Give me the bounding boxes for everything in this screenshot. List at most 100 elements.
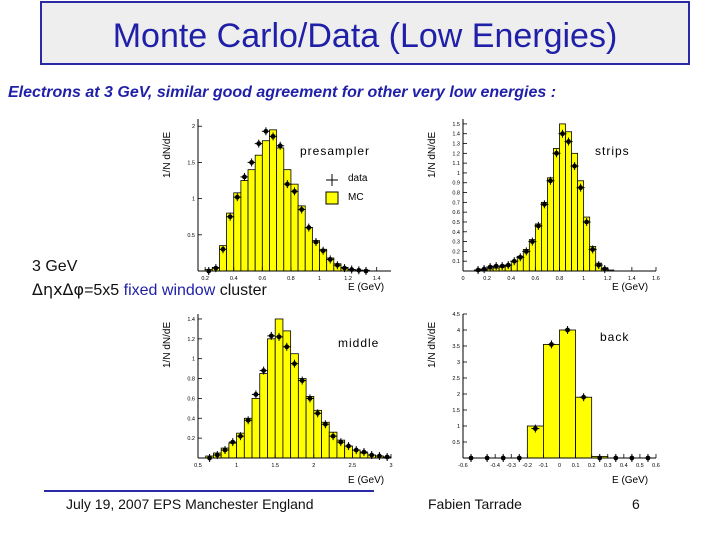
presampler-mc-bin (297, 205, 306, 272)
presampler-mc-bin (276, 147, 285, 272)
back-xlabel: E (GeV) (612, 475, 649, 486)
back-x-tick-label: 0.5 (636, 463, 644, 469)
middle-data-point (267, 331, 276, 340)
presampler-data-point (226, 212, 235, 221)
strips-mc-bin (571, 152, 578, 272)
presampler-x-tick-label: 0.2 (201, 276, 209, 282)
middle-x-tick-label: 3 (389, 463, 392, 469)
back-data-point (563, 326, 572, 334)
middle-data-point (259, 366, 268, 375)
presampler-x-tick-label: 0.8 (287, 276, 295, 282)
strips-y-tick-label: 1.1 (452, 161, 460, 167)
title-banner: Monte Carlo/Data (Low Energies) (40, 1, 690, 65)
back-x-tick-label: -0.4 (490, 463, 499, 469)
strips-x-tick-label: 1.4 (628, 276, 636, 282)
presampler-title: presampler (300, 144, 371, 158)
middle-data-point (336, 438, 345, 447)
presampler-mc-bin (240, 180, 249, 272)
middle-y-tick-label: 1.2 (187, 337, 195, 343)
middle-data-point (282, 342, 291, 351)
middle-data-point (329, 432, 338, 441)
presampler-mc-bin (247, 169, 256, 272)
presampler-data-point (290, 187, 299, 196)
middle-data-point (275, 332, 284, 341)
strips-y-tick-label: 0.5 (452, 220, 460, 226)
strips-mc-bin (534, 223, 542, 272)
strips-data-point (534, 221, 543, 230)
back-x-tick-label: 0.1 (572, 463, 580, 469)
middle-y-tick-label: 0.8 (187, 377, 195, 383)
strips-x-tick-label: 1.2 (604, 276, 612, 282)
middle-mc-bin (290, 353, 299, 459)
strips-y-tick-label: 1.2 (452, 151, 460, 157)
back-title: back (600, 330, 630, 344)
presampler-data-point (333, 261, 342, 270)
strips-ylabel: 1/N dN/dE (427, 131, 438, 178)
back-x-tick-label: 0.2 (588, 463, 596, 469)
middle-ylabel: 1/N dN/dE (162, 321, 173, 368)
middle-data-point (244, 416, 253, 425)
strips-data-point (510, 257, 519, 266)
middle-y-tick-label: 1 (192, 357, 195, 363)
presampler-histogram: 0.2 0.4 0.6 0.8 1 1.2 1.4 0.5 1 1.5 2 (187, 119, 391, 282)
energy-label: 3 GeV (32, 258, 78, 275)
presampler-mc-bin (261, 140, 270, 272)
back-y-tick-label: 4 (457, 328, 460, 334)
presampler-data-point (319, 246, 328, 255)
strips-data-point (564, 137, 573, 146)
middle-mc-bin (259, 373, 268, 459)
strips-data-point (480, 265, 489, 274)
legend-mc-swatch (325, 191, 339, 205)
presampler-data-point (261, 127, 270, 136)
presampler-y-tick-label: 0.5 (187, 233, 195, 239)
middle-mc-bin (313, 409, 322, 459)
back-ylabel: 1/N dN/dE (427, 321, 438, 368)
middle-data-point (344, 442, 353, 451)
strips-y-tick-label: 1 (457, 171, 460, 177)
back-x-tick-label: -0.3 (507, 463, 516, 469)
window-cluster: cluster (219, 282, 267, 299)
middle-histogram: 0.5 1 1.5 2 2.5 3 0.2 0.4 0.6 0.8 1 1.2 1.4 (187, 314, 393, 469)
strips-mc-bin (553, 148, 560, 272)
presampler-data-point (219, 245, 228, 254)
back-x-tick-label: -0.2 (523, 463, 532, 469)
presampler-data-point (347, 265, 356, 274)
presampler-mc-bin (233, 192, 242, 272)
strips-data-point (582, 217, 591, 226)
window-symbols: ΔηxΔφ (32, 280, 85, 299)
strips-y-tick-label: 0.1 (452, 259, 460, 265)
middle-mc-bin (305, 396, 315, 459)
strips-y-tick-label: 1.5 (452, 122, 460, 128)
strips-mc-bin (565, 131, 572, 272)
middle-data-point (221, 446, 230, 455)
slide-subtitle: Electrons at 3 GeV, similar good agreeme… (8, 84, 557, 101)
back-mc-bin (543, 344, 560, 459)
presampler-mc-bin (254, 154, 263, 272)
middle-data-point (375, 452, 384, 461)
strips-data-point (558, 129, 567, 138)
back-x-tick-label: -0.6 (458, 463, 467, 469)
strips-y-tick-label: 0.6 (452, 210, 460, 216)
middle-data-point (305, 394, 314, 403)
presampler-data-point (247, 158, 256, 167)
middle-data-point (321, 420, 330, 429)
footer-author: Fabien Tarrade (428, 496, 522, 512)
back-x-tick-label: 0 (558, 463, 561, 469)
strips-title: strips (595, 144, 630, 158)
presampler-x-tick-label: 1 (318, 276, 321, 282)
back-y-tick-label: 3.5 (452, 344, 460, 350)
back-y-tick-label: 0.5 (452, 440, 460, 446)
strips-data-point (522, 247, 531, 256)
back-mc-bin (559, 329, 576, 459)
strips-x-tick-label: 0 (461, 276, 464, 282)
strips-x-tick-label: 1 (582, 276, 585, 282)
presampler-mc-bin (304, 227, 313, 272)
strips-data-point (540, 200, 549, 209)
strips-data-point (528, 237, 537, 246)
presampler-x-tick-label: 1.2 (344, 276, 352, 282)
strips-data-point (516, 253, 525, 262)
presampler-data-point (297, 205, 306, 214)
back-y-tick-label: 1 (457, 424, 460, 430)
footer-event: July 19, 2007 EPS Manchester England (66, 496, 314, 512)
presampler-data-point (254, 139, 263, 148)
